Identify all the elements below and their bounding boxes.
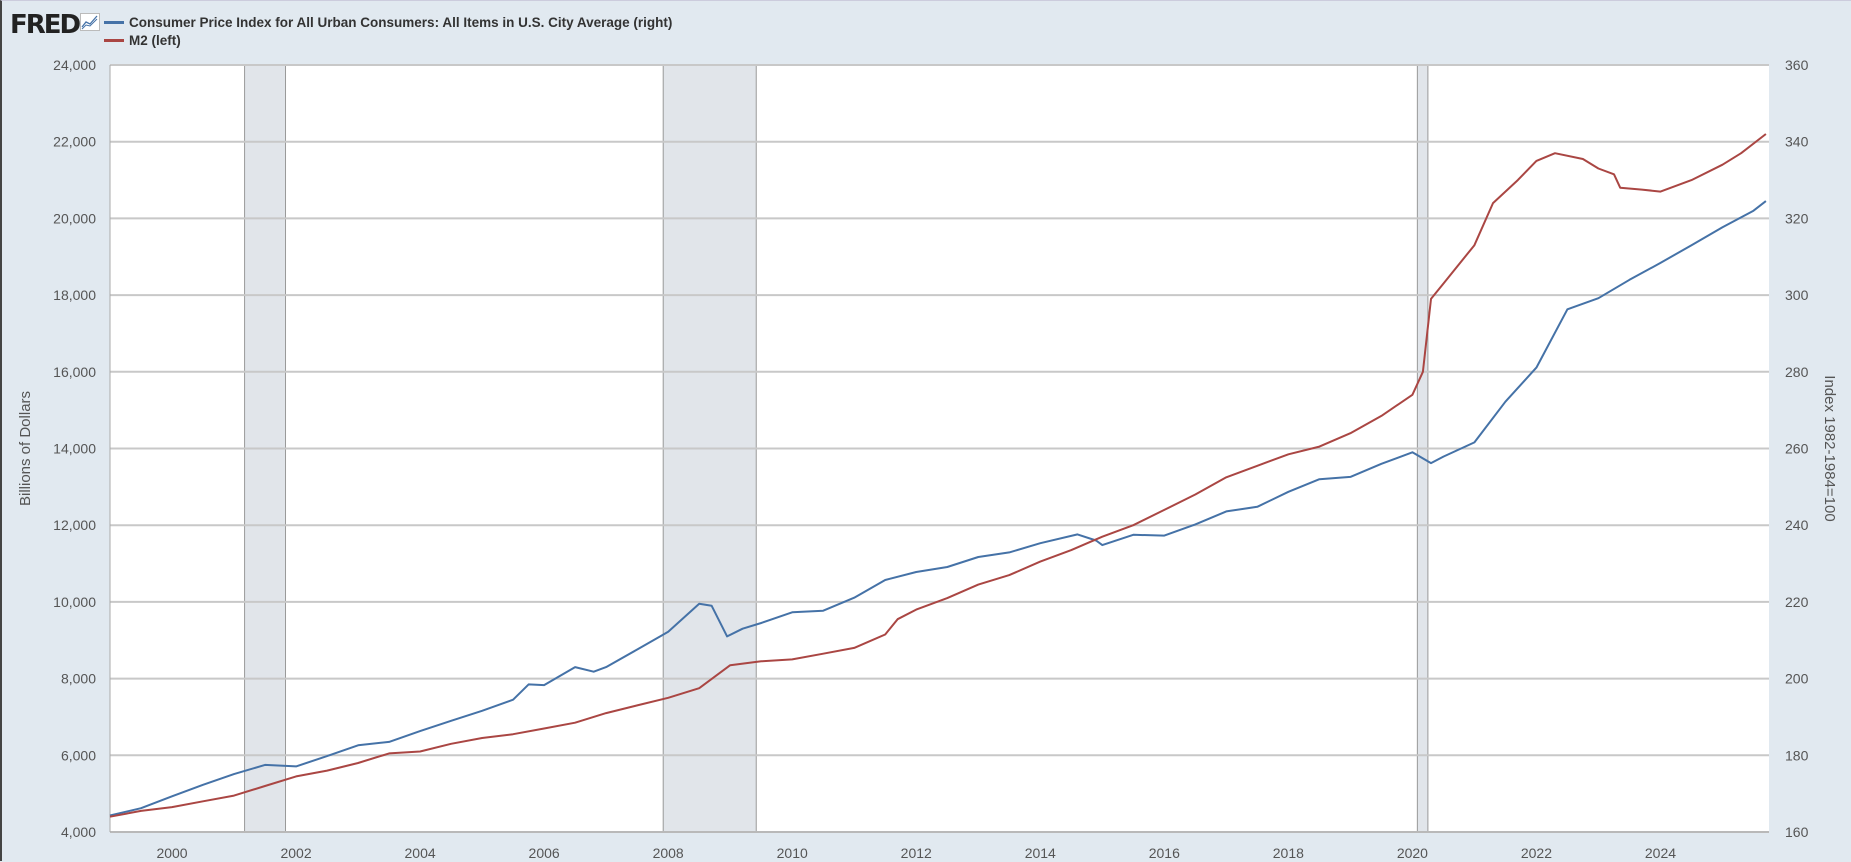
x-tick-label: 2022 bbox=[1521, 845, 1552, 861]
legend-item-m2[interactable]: M2 (left) bbox=[104, 31, 672, 49]
left-tick-label: 6,000 bbox=[61, 747, 96, 763]
x-tick-label: 2018 bbox=[1273, 845, 1304, 861]
left-tick-label: 22,000 bbox=[53, 134, 96, 150]
x-tick-label: 2010 bbox=[777, 845, 808, 861]
x-tick-label: 2006 bbox=[529, 845, 560, 861]
left-axis-title: Billions of Dollars bbox=[17, 391, 34, 506]
cpi-series-line bbox=[109, 200, 1767, 817]
left-tick-label: 16,000 bbox=[53, 364, 96, 380]
right-tick-label: 240 bbox=[1785, 517, 1809, 533]
right-tick-label: 220 bbox=[1785, 594, 1809, 610]
x-tick-label: 2016 bbox=[1149, 845, 1180, 861]
legend-label-m2: M2 (left) bbox=[129, 32, 181, 48]
right-tick-label: 300 bbox=[1785, 287, 1809, 303]
left-tick-label: 12,000 bbox=[53, 517, 96, 533]
left-tick-label: 24,000 bbox=[53, 57, 96, 73]
legend: Consumer Price Index for All Urban Consu… bbox=[104, 13, 672, 49]
right-tick-label: 360 bbox=[1785, 57, 1809, 73]
right-tick-label: 280 bbox=[1785, 364, 1809, 380]
legend-swatch-m2 bbox=[104, 38, 124, 42]
right-tick-label: 160 bbox=[1785, 824, 1809, 840]
x-tick-label: 2008 bbox=[653, 845, 684, 861]
left-tick-label: 20,000 bbox=[53, 210, 96, 226]
x-tick-label: 2000 bbox=[156, 845, 187, 861]
right-tick-label: 320 bbox=[1785, 210, 1809, 226]
left-tick-label: 14,000 bbox=[53, 441, 96, 457]
right-tick-label: 260 bbox=[1785, 441, 1809, 457]
legend-label-cpi: Consumer Price Index for All Urban Consu… bbox=[129, 14, 673, 30]
left-tick-label: 8,000 bbox=[61, 671, 96, 687]
chart-line-icon bbox=[80, 13, 100, 31]
left-tick-label: 4,000 bbox=[61, 824, 96, 840]
right-axis-title: Index 1982-1984=100 bbox=[1821, 375, 1838, 521]
left-tick-label: 18,000 bbox=[53, 287, 96, 303]
legend-swatch-cpi bbox=[104, 20, 124, 24]
x-tick-label: 2024 bbox=[1645, 845, 1676, 861]
right-tick-label: 200 bbox=[1785, 671, 1809, 687]
x-tick-label: 2002 bbox=[280, 845, 311, 861]
x-tick-label: 2004 bbox=[405, 845, 436, 861]
x-tick-label: 2012 bbox=[901, 845, 932, 861]
m2-series-line bbox=[109, 133, 1767, 818]
right-tick-label: 340 bbox=[1785, 134, 1809, 150]
left-tick-label: 10,000 bbox=[53, 594, 96, 610]
x-tick-label: 2020 bbox=[1397, 845, 1428, 861]
x-tick-label: 2014 bbox=[1025, 845, 1056, 861]
fred-logo[interactable]: FRED bbox=[10, 10, 81, 40]
legend-item-cpi[interactable]: Consumer Price Index for All Urban Consu… bbox=[104, 13, 672, 31]
right-tick-label: 180 bbox=[1785, 747, 1809, 763]
